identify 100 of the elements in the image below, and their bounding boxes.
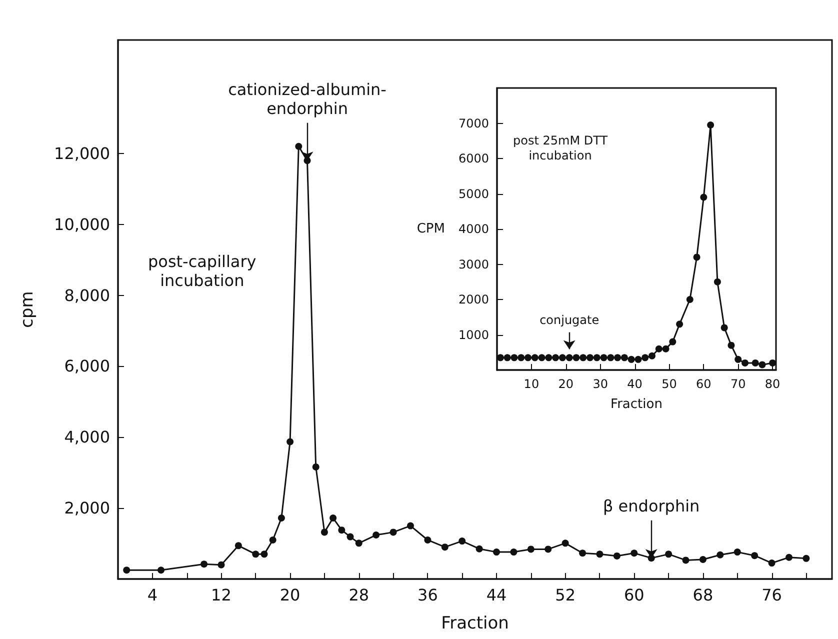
- y-tick-label: 6,000: [64, 356, 110, 376]
- y-tick-label: 2,000: [64, 498, 110, 518]
- x-tick-label: 44: [486, 586, 507, 604]
- annotation: conjugate: [540, 312, 600, 327]
- y-axis-title: CPM: [416, 222, 445, 236]
- point: [751, 552, 758, 560]
- y-tick-label: 7000: [458, 116, 489, 130]
- y-tick-label: 5000: [458, 186, 489, 201]
- point: [620, 354, 628, 362]
- point: [613, 552, 620, 560]
- y-tick-label: 3000: [458, 257, 489, 272]
- point: [572, 354, 580, 362]
- point: [260, 550, 268, 558]
- point: [286, 438, 294, 446]
- point: [714, 278, 721, 286]
- point: [566, 354, 573, 362]
- point: [593, 354, 600, 362]
- point: [768, 560, 776, 567]
- point: [630, 550, 638, 557]
- point: [785, 554, 792, 561]
- point: [346, 533, 354, 540]
- point: [355, 540, 362, 547]
- point: [707, 122, 714, 129]
- point: [312, 463, 320, 470]
- point: [607, 354, 614, 362]
- point: [545, 354, 552, 362]
- point: [634, 356, 642, 363]
- point: [552, 354, 560, 362]
- point: [669, 338, 676, 346]
- x-tick-label: 10: [524, 377, 540, 391]
- y-tick-label: 1000: [458, 328, 489, 342]
- x-tick-label: 12: [211, 586, 232, 604]
- point: [510, 354, 518, 362]
- point: [728, 342, 735, 349]
- point: [234, 542, 242, 550]
- point: [734, 548, 741, 556]
- point: [476, 545, 483, 552]
- point: [518, 354, 525, 362]
- y-axis-title: cpm: [18, 291, 38, 328]
- point: [720, 324, 728, 332]
- x-tick-label: 68: [692, 586, 714, 604]
- annotation: post-capillary incubation: [148, 252, 256, 290]
- x-axis-title: Fraction: [610, 397, 662, 412]
- point: [544, 546, 552, 553]
- point: [510, 548, 518, 556]
- point: [252, 550, 260, 558]
- y-tick-label: 10,000: [54, 214, 110, 234]
- point: [493, 548, 500, 556]
- point: [330, 514, 337, 522]
- point: [458, 538, 466, 545]
- point: [648, 352, 656, 360]
- x-tick-label: 36: [418, 586, 438, 604]
- point: [524, 354, 532, 362]
- point: [504, 354, 511, 362]
- point: [390, 528, 397, 536]
- point: [642, 354, 649, 362]
- point: [693, 254, 700, 261]
- point: [742, 359, 748, 366]
- point: [531, 354, 538, 362]
- y-tick-label: 6000: [458, 152, 489, 166]
- y-tick-label: 2000: [458, 292, 489, 306]
- point: [200, 560, 208, 568]
- point: [123, 566, 130, 574]
- point: [758, 361, 766, 368]
- point: [424, 536, 432, 544]
- point: [628, 356, 635, 363]
- x-tick-label: 76: [762, 586, 782, 604]
- x-tick-label: 60: [624, 586, 644, 604]
- point: [802, 554, 810, 562]
- annotation: β endorphin: [603, 496, 700, 516]
- x-tick-label: 30: [592, 377, 608, 391]
- point: [218, 561, 225, 568]
- point: [496, 354, 504, 362]
- y-tick-label: 8,000: [64, 286, 110, 305]
- x-tick-label: 20: [558, 377, 574, 391]
- point: [700, 194, 708, 201]
- point: [734, 356, 742, 363]
- y-tick-label: 4000: [458, 222, 489, 236]
- annotation: cationized-albumin- endorphin: [228, 80, 386, 118]
- point: [699, 556, 706, 563]
- x-tick-label: 52: [555, 586, 576, 604]
- point: [406, 522, 414, 530]
- x-tick-label: 60: [696, 377, 712, 391]
- point: [441, 544, 448, 551]
- point: [562, 540, 569, 547]
- point: [655, 345, 662, 352]
- point: [278, 514, 285, 522]
- point: [686, 296, 694, 303]
- y-tick-label: 4,000: [64, 428, 110, 447]
- point: [682, 556, 690, 564]
- point: [586, 354, 594, 362]
- point: [716, 551, 724, 558]
- point: [665, 550, 672, 558]
- x-tick-label: 70: [730, 377, 746, 391]
- point: [269, 536, 276, 544]
- point: [538, 354, 546, 362]
- x-axis-title: Fraction: [441, 614, 509, 634]
- point: [295, 142, 302, 150]
- x-tick-label: 50: [662, 377, 677, 391]
- point: [596, 550, 604, 558]
